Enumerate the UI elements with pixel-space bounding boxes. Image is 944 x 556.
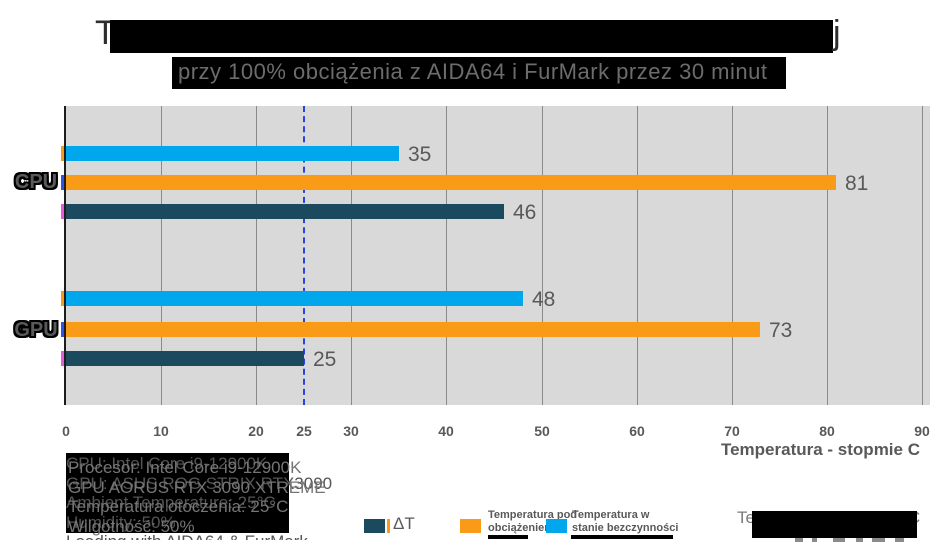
x-tick-label: 60 xyxy=(629,423,645,439)
x-tick-label: 30 xyxy=(343,423,359,439)
footnote-block: CPU: Intel Core i9-12900K GPU: ASUS ROG … xyxy=(66,452,496,540)
hidden-text-fragment xyxy=(895,536,904,542)
gridline xyxy=(637,106,638,405)
x-tick-label: 25 xyxy=(296,423,312,439)
bar-edge-strip xyxy=(61,351,65,366)
legend-label-idle-line1: Temperatura w xyxy=(572,509,650,521)
bar-value-label: 25 xyxy=(313,348,337,371)
bar-cpu-series2 xyxy=(66,204,504,219)
chart-subtitle: przy 100% obciążenia z AIDA64 i FurMark … xyxy=(178,59,768,84)
legend-label-load: Temperatura pod obciążeniem xyxy=(488,509,577,534)
legend-swatch-load xyxy=(460,519,481,533)
hidden-text-fragment xyxy=(812,536,817,542)
footnote-pl-line: Procesor: Intel Core i9-12900K xyxy=(68,458,302,477)
bar-edge-strip xyxy=(61,175,65,190)
bar-gpu-series1 xyxy=(66,322,760,337)
footnote-pl-line: GPU AORUS RTX 3090 XTREME xyxy=(68,477,326,497)
footnote-en-line: CPU: Intel Core i9-12900K xyxy=(66,454,268,473)
footnote-pl-line: Wilgotność: 50% xyxy=(68,516,195,536)
bar-value-label: 81 xyxy=(845,172,869,195)
x-tick-label: 70 xyxy=(724,423,740,439)
legend-redaction-bar xyxy=(571,535,673,539)
gridline xyxy=(732,106,733,405)
gridline xyxy=(446,106,447,405)
x-tick-label: 40 xyxy=(438,423,454,439)
bar-gpu-series0 xyxy=(66,291,523,306)
hidden-text-fragment xyxy=(856,536,863,542)
x-tick-label: 0 xyxy=(62,423,70,439)
bar-edge-strip xyxy=(61,291,65,306)
gridline xyxy=(161,106,162,405)
gridline xyxy=(827,106,828,405)
x-tick-label: 10 xyxy=(153,423,169,439)
footnote-en-line: Ambient Temperature: 25°C xyxy=(66,493,276,512)
x-axis-title: Temperatura - stopmie C xyxy=(720,440,920,459)
legend-label-delta: ΔT xyxy=(393,514,415,533)
hidden-text-fragment xyxy=(833,536,845,542)
category-label-cpu: CPU xyxy=(14,171,58,193)
footnote-layer-en: CPU: Intel Core i9-12900K GPU: ASUS ROG … xyxy=(66,454,332,540)
footnote-redaction-box xyxy=(66,453,289,533)
bar-gpu-series2 xyxy=(66,351,304,366)
footnote-en-line: GPU: ASUS ROG STRIX RTX3090 xyxy=(66,473,333,493)
bar-edge-strip xyxy=(61,146,65,161)
bar-cpu-series1 xyxy=(66,175,836,190)
legend-label-load-line1: Temperatura pod xyxy=(488,509,578,521)
gridline xyxy=(256,106,257,405)
bar-value-label: 46 xyxy=(513,201,537,224)
footnote-layer-pl: Procesor: Intel Core i9-12900K GPU AORUS… xyxy=(68,458,326,536)
x-tick-label: 90 xyxy=(914,423,930,439)
gridline xyxy=(351,106,352,405)
reference-line xyxy=(303,106,305,405)
title-visible-suffix: j xyxy=(833,14,841,52)
y-axis-line xyxy=(64,106,66,405)
legend-swatch-idle xyxy=(546,519,567,533)
legend-label-load-line2: obciążeniem xyxy=(488,521,555,534)
legend-label-idle-line2: stanie bezczynności xyxy=(572,521,679,534)
bar-value-label: 73 xyxy=(769,319,793,342)
bar-cpu-series0 xyxy=(66,146,399,161)
gridline xyxy=(542,106,543,405)
x-tick-label: 80 xyxy=(819,423,835,439)
footnote-pl-line: Temperatura otoczenia: 25°C xyxy=(68,497,289,516)
title-redaction-box xyxy=(110,20,833,53)
footnote-en-line: Humidity: 50% xyxy=(66,512,176,532)
bar-value-label: 48 xyxy=(532,288,556,311)
gridline xyxy=(922,106,923,405)
category-label-gpu: GPU xyxy=(14,319,58,341)
legend-redaction-bar xyxy=(488,535,528,539)
bar-edge-strip xyxy=(61,204,65,219)
bar-edge-strip xyxy=(61,322,65,337)
legend-label-idle: Temperatura w stanie bezczynności xyxy=(572,509,678,534)
bar-value-label: 35 xyxy=(408,143,432,166)
hidden-text-fragment xyxy=(872,536,885,542)
footnote-en-line: Loading with AIDA64 & FurMark xyxy=(66,532,332,540)
x-tick-label: 20 xyxy=(248,423,264,439)
legend-swatch-sliver xyxy=(387,519,390,533)
x-tick-label: 50 xyxy=(534,423,550,439)
legend-swatch-delta xyxy=(364,519,385,533)
hidden-text-fragment xyxy=(795,536,803,542)
subtitle-redaction-box: przy 100% obciążenia z AIDA64 i FurMark … xyxy=(172,57,786,89)
side-note-redaction-box xyxy=(752,511,917,538)
